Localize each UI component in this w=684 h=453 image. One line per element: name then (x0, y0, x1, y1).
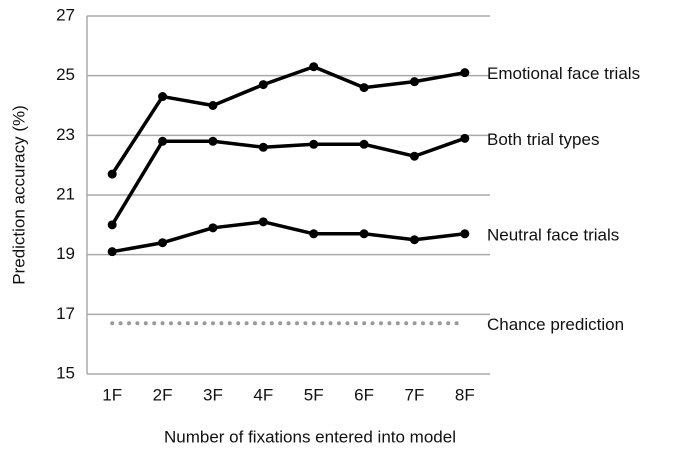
data-point (460, 229, 470, 239)
data-point (158, 238, 168, 248)
y-tick-label: 23 (56, 125, 75, 144)
data-point (309, 62, 319, 72)
x-tick-label: 3F (203, 385, 223, 404)
x-tick-label: 2F (153, 385, 173, 404)
series-line (110, 220, 467, 254)
series-label: Chance prediction (487, 315, 624, 334)
data-point (460, 133, 470, 143)
data-point (107, 247, 117, 257)
y-tick-label: 17 (56, 304, 75, 323)
data-point (359, 83, 369, 93)
data-point (309, 229, 319, 239)
y-tick-label: 15 (56, 363, 75, 382)
series-line (110, 136, 467, 227)
x-axis-label: Number of fixations entered into model (164, 427, 456, 446)
data-point (460, 68, 470, 78)
data-point (158, 136, 168, 146)
x-tick-label: 1F (102, 385, 122, 404)
series-label: Both trial types (487, 130, 599, 149)
data-point (107, 169, 117, 179)
data-point (208, 136, 218, 146)
y-tick-label: 21 (56, 184, 75, 203)
x-tick-label: 8F (455, 385, 475, 404)
series-line (110, 64, 467, 176)
y-tick-label: 25 (56, 65, 75, 84)
y-axis-label: Prediction accuracy (%) (9, 105, 28, 285)
x-tick-label: 4F (253, 385, 273, 404)
y-tick-label: 27 (56, 5, 75, 24)
data-point (359, 229, 369, 239)
x-tick-label: 6F (354, 385, 374, 404)
data-point (359, 139, 369, 149)
data-point (309, 139, 319, 149)
data-point (409, 235, 419, 245)
x-tick-label: 7F (405, 385, 425, 404)
series-label: Neutral face trials (487, 225, 619, 244)
data-point (158, 92, 168, 102)
data-point (258, 80, 268, 90)
data-point (409, 77, 419, 87)
data-point (258, 217, 268, 227)
data-point (107, 220, 117, 230)
data-point (409, 151, 419, 161)
data-point (208, 223, 218, 233)
y-tick-label: 19 (56, 244, 75, 263)
data-point (258, 142, 268, 152)
data-point (208, 101, 218, 110)
series-label: Emotional face trials (487, 64, 640, 83)
x-tick-label: 5F (304, 385, 324, 404)
